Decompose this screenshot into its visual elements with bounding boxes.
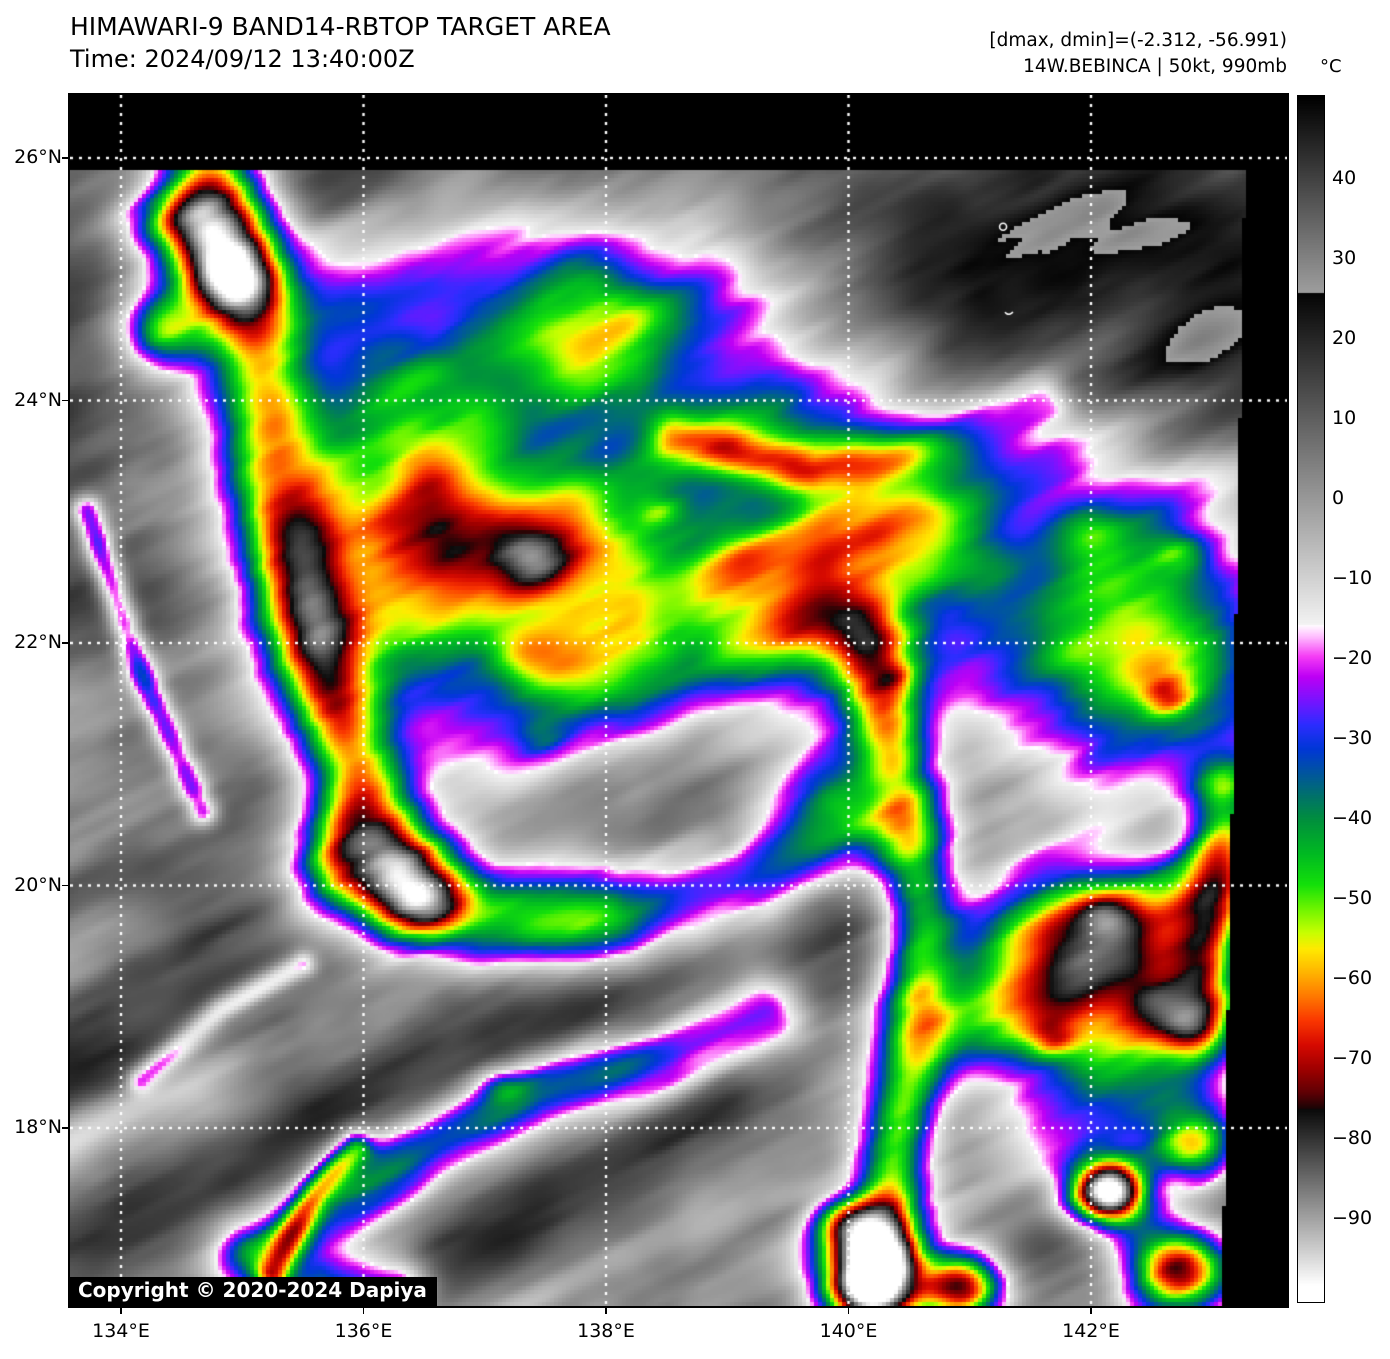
colorbar xyxy=(1297,95,1325,1303)
colorbar-tick-label: 0 xyxy=(1332,487,1345,510)
lat-tick-label: 18°N xyxy=(14,1116,62,1138)
colorbar-tick-label: −40 xyxy=(1332,807,1373,830)
colorbar-tick-label: 30 xyxy=(1332,247,1357,270)
lat-tick-mark xyxy=(62,1127,70,1129)
lat-tick-mark xyxy=(62,157,70,159)
lon-tick-label: 142°E xyxy=(1062,1320,1120,1342)
colorbar-unit-label: °C xyxy=(1320,56,1342,77)
storm-annotation: 14W.BEBINCA | 50kt, 990mb xyxy=(1023,56,1287,77)
colorbar-tick-label: −90 xyxy=(1332,1207,1373,1230)
annotation-block: [dmax, dmin]=(-2.312, -56.991) 14W.BEBIN… xyxy=(989,28,1287,80)
lat-tick-label: 26°N xyxy=(14,146,62,168)
map-plot-area: Copyright © 2020-2024 Dapiya xyxy=(68,93,1289,1308)
colorbar-tick-label: −20 xyxy=(1332,647,1373,670)
colorbar-tick-label: 40 xyxy=(1332,167,1357,190)
lat-tick-label: 24°N xyxy=(14,388,62,411)
lon-tick-label: 136°E xyxy=(334,1320,393,1342)
colorbar-tick-label: −50 xyxy=(1332,887,1373,910)
colorbar-tick-label: −30 xyxy=(1332,727,1373,750)
colorbar-tick-label: 10 xyxy=(1332,407,1357,430)
colorbar-tick-label: −10 xyxy=(1332,567,1373,590)
lon-tick-label: 140°E xyxy=(819,1320,878,1342)
dmax-dmin-annotation: [dmax, dmin]=(-2.312, -56.991) xyxy=(989,30,1287,51)
colorbar-tick-label: −60 xyxy=(1332,967,1373,990)
lat-tick-mark xyxy=(62,642,70,644)
figure-time-label: Time: 2024/09/12 13:40:00Z xyxy=(70,45,415,73)
copyright-badge: Copyright © 2020-2024 Dapiya xyxy=(70,1277,437,1306)
lon-tick-mark xyxy=(847,1306,850,1314)
lat-tick-mark xyxy=(62,884,70,887)
lon-tick-mark xyxy=(362,1306,365,1314)
colorbar-tick-label: −70 xyxy=(1332,1047,1373,1070)
lon-tick-label: 134°E xyxy=(92,1320,150,1342)
lat-tick-mark xyxy=(62,399,70,402)
lon-tick-label: 138°E xyxy=(577,1320,635,1342)
lat-tick-label: 22°N xyxy=(14,631,62,653)
satellite-image-canvas xyxy=(70,95,1287,1306)
figure-title: HIMAWARI-9 BAND14-RBTOP TARGET AREA xyxy=(70,12,611,41)
colorbar-tick-label: 20 xyxy=(1332,327,1357,350)
lon-tick-mark xyxy=(1090,1306,1092,1314)
lat-tick-label: 20°N xyxy=(14,873,62,896)
lon-tick-mark xyxy=(120,1306,122,1314)
lon-tick-mark xyxy=(605,1306,607,1314)
colorbar-tick-label: −80 xyxy=(1332,1127,1373,1150)
